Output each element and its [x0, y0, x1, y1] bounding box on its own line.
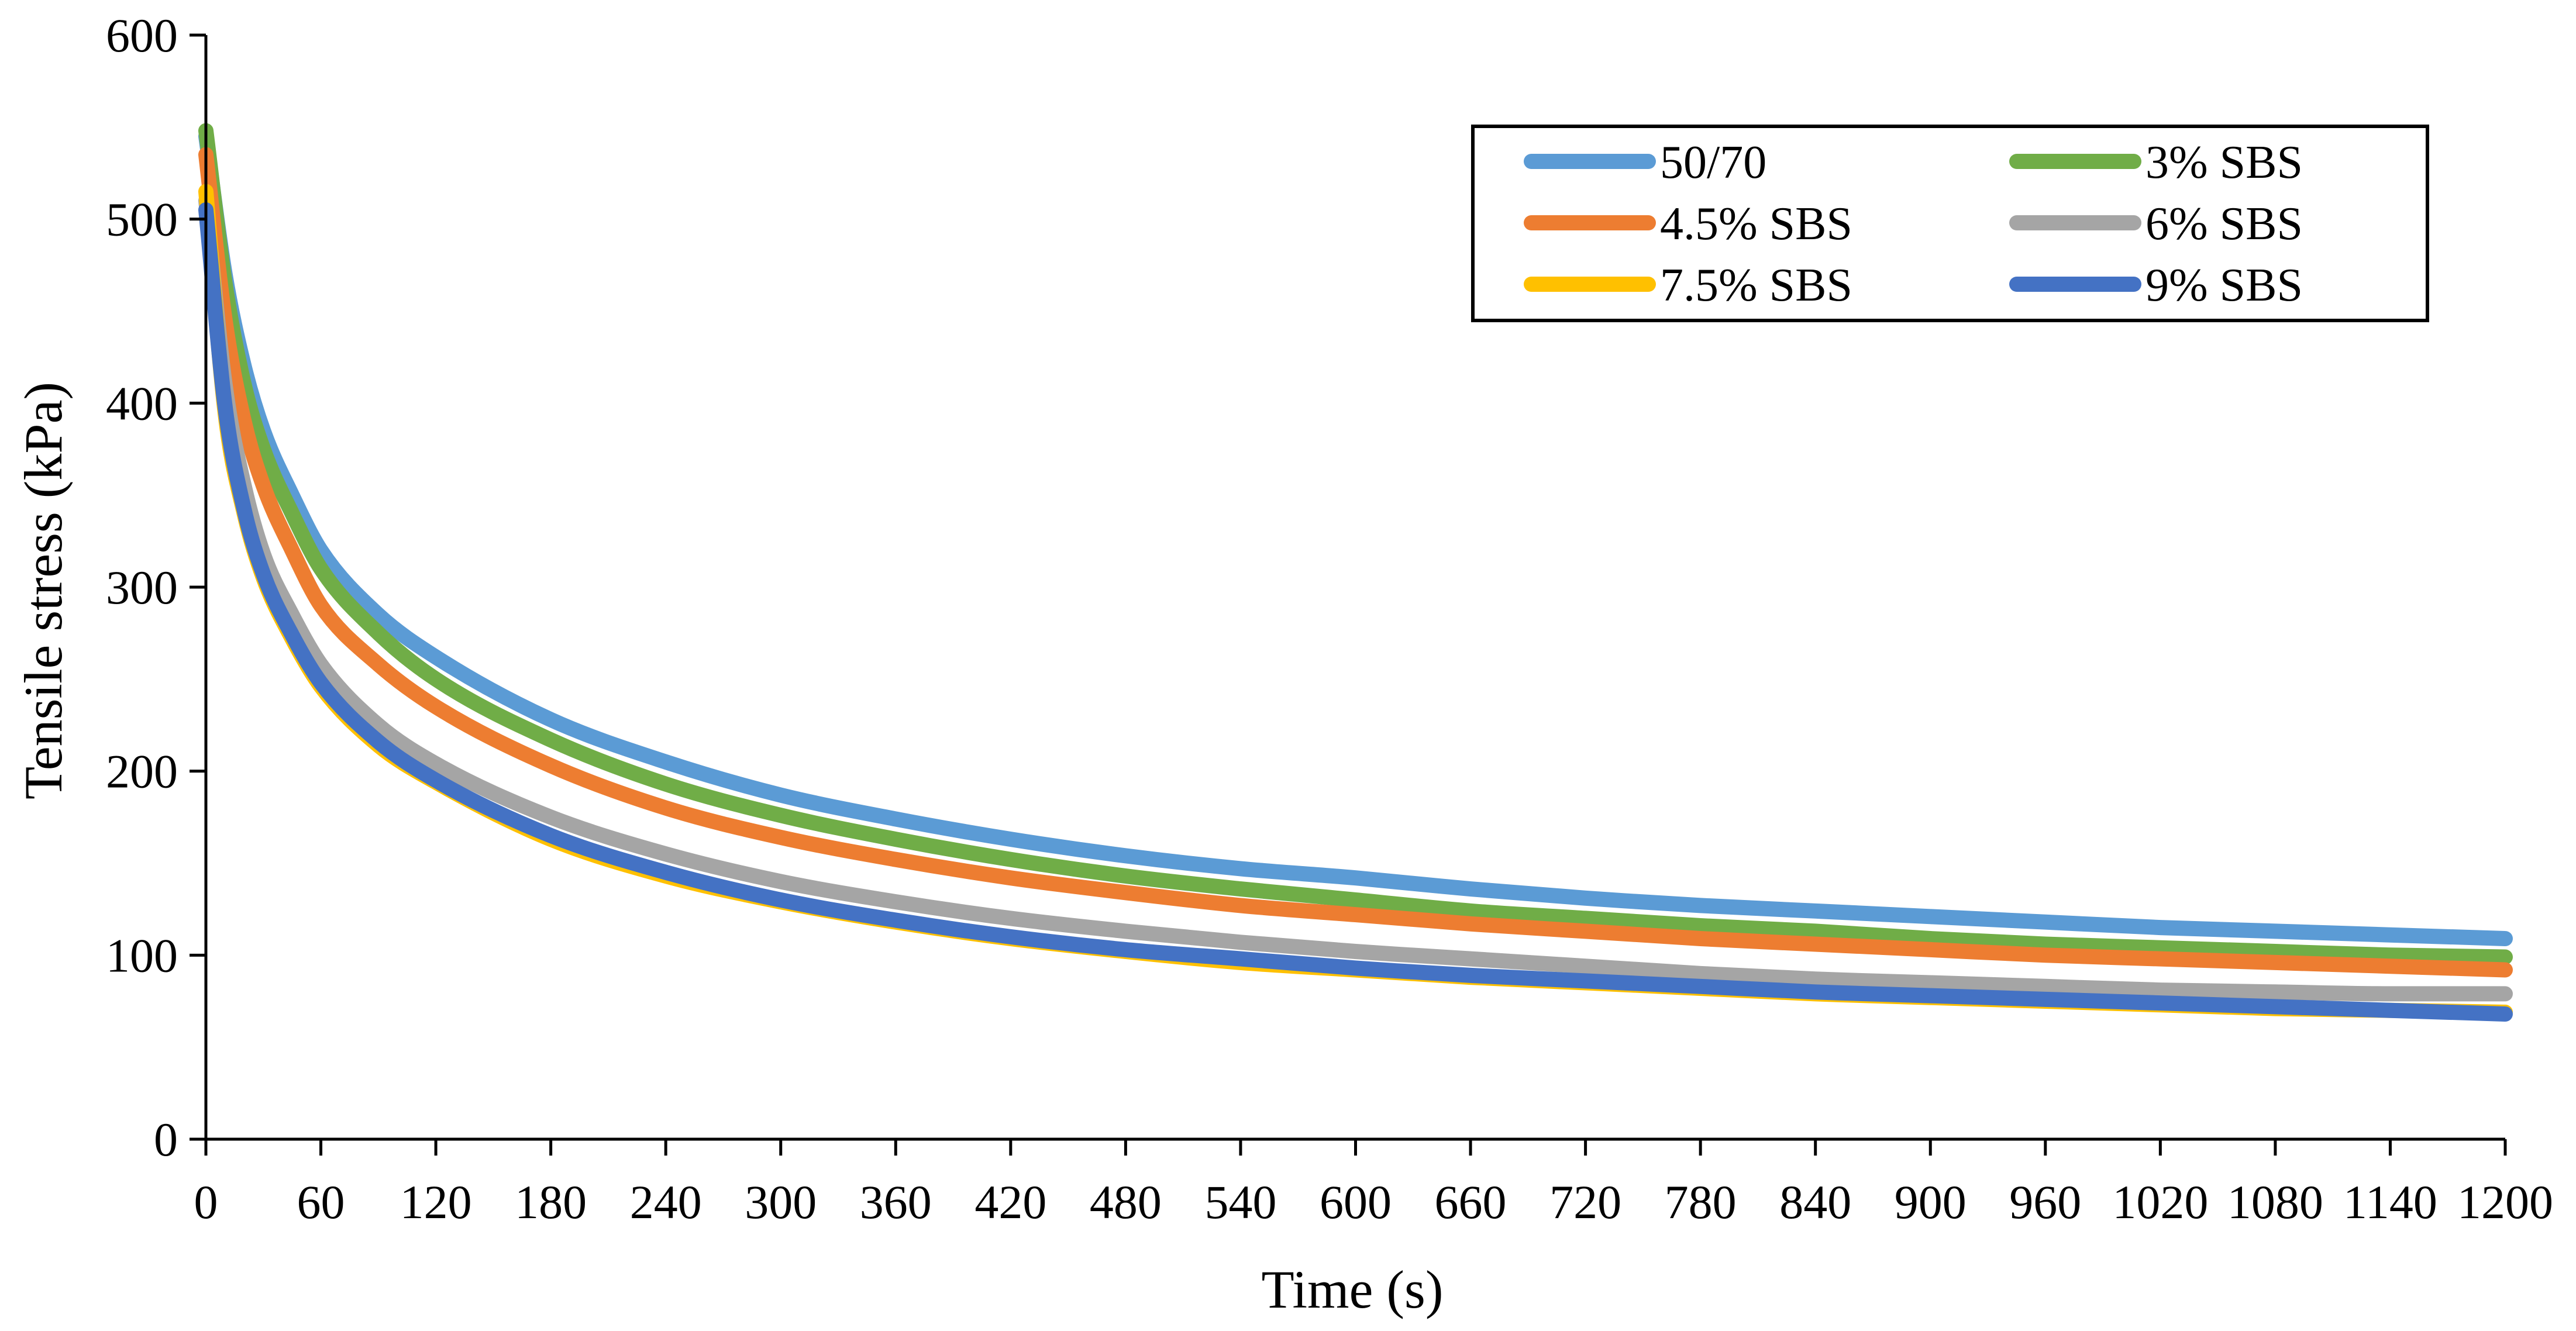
- x-tick-label: 120: [400, 1175, 472, 1229]
- series-line-4: [198, 193, 2513, 1002]
- axes: [190, 33, 2507, 1156]
- x-tick-label: 780: [1665, 1175, 1737, 1229]
- x-tick-label: 1140: [2343, 1175, 2437, 1229]
- series-line-1: [198, 129, 2513, 946]
- legend: 50/70 3% SBS 4.5% SBS 6% SBS 7.5% SBS 9% SBS: [1471, 125, 2429, 322]
- legend-label-4: 6% SBS: [2145, 198, 2303, 250]
- y-tick-label: 400: [106, 377, 178, 430]
- y-tick-label: 600: [106, 9, 178, 62]
- x-tick-label: 900: [1895, 1175, 1967, 1229]
- y-tick-labels: 0 100 200 300 400 500 600: [106, 9, 178, 1166]
- legend-label-1: 50/70: [1660, 137, 1766, 188]
- y-tick-label: 500: [106, 193, 178, 246]
- x-tick-labels: 0 60 120 180 240 300 360 420 480 540 600 660 720 780 8…: [194, 1175, 2554, 1229]
- series-line-3: [198, 147, 2513, 978]
- y-tick-label: 300: [106, 561, 178, 614]
- legend-label-6: 9% SBS: [2145, 260, 2303, 311]
- legend-label-3: 4.5% SBS: [1660, 198, 1852, 250]
- x-tick-label: 960: [2009, 1175, 2081, 1229]
- x-tick-label: 360: [860, 1175, 932, 1229]
- x-tick-label: 300: [745, 1175, 817, 1229]
- x-tick-label: 420: [974, 1175, 1046, 1229]
- y-axis-title: Tensile stress (kPa): [13, 382, 73, 799]
- x-tick-label: 600: [1320, 1175, 1392, 1229]
- plot-lines: [198, 123, 2513, 1022]
- series-line-2: [198, 123, 2513, 965]
- x-tick-label: 660: [1435, 1175, 1507, 1229]
- x-tick-label: 0: [194, 1175, 218, 1229]
- x-tick-label: 1200: [2457, 1175, 2553, 1229]
- x-tick-label: 240: [630, 1175, 702, 1229]
- x-tick-label: 1080: [2227, 1175, 2323, 1229]
- x-tick-label: 720: [1549, 1175, 1621, 1229]
- x-tick-label: 60: [297, 1175, 345, 1229]
- y-tick-label: 200: [106, 745, 178, 798]
- x-tick-label: 840: [1779, 1175, 1851, 1229]
- x-tick-label: 480: [1090, 1175, 1162, 1229]
- x-tick-label: 180: [515, 1175, 587, 1229]
- x-tick-label: 540: [1204, 1175, 1276, 1229]
- legend-label-2: 3% SBS: [2145, 137, 2303, 188]
- y-tick-label: 100: [106, 929, 178, 982]
- x-axis-title: Time (s): [1262, 1260, 1444, 1319]
- series-line-6: [198, 202, 2513, 1022]
- y-tick-label: 0: [154, 1113, 178, 1166]
- legend-label-5: 7.5% SBS: [1660, 260, 1852, 311]
- x-tick-label: 1020: [2112, 1175, 2208, 1229]
